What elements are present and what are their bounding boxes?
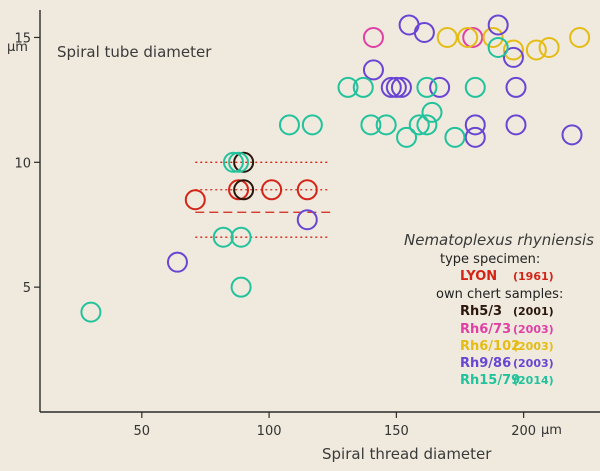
legend-title: Nematoplexus rhyniensis: [404, 231, 594, 249]
x-axis-label: Spiral thread diameter: [322, 445, 492, 463]
point-rh9-86-14: [505, 114, 527, 136]
legend-entry-lyon: LYON: [460, 269, 497, 284]
chart-title: Spiral tube diameter: [57, 43, 212, 61]
legend-own-heading: own chert samples:: [436, 287, 563, 302]
point-rh15-79-10: [360, 114, 382, 136]
point-rh15-79-17: [444, 126, 466, 148]
y-tick-label-5: 5: [23, 281, 31, 296]
point-rh15-79-1: [212, 226, 234, 248]
y-axis-ticks: 5 10 15: [14, 31, 40, 296]
x-tick-label-100: 100: [257, 424, 282, 439]
point-rh15-79-13: [408, 114, 430, 136]
point-rh9-86-1: [296, 209, 318, 231]
point-rh15-79-15: [416, 114, 438, 136]
legend-year-rh9-86: (2003): [513, 357, 554, 370]
point-rh15-79-16: [421, 101, 443, 123]
point-rh15-79-9: [352, 76, 374, 98]
point-rh9-86-9: [464, 114, 486, 136]
x-axis-unit: µm: [541, 423, 562, 438]
legend-year-lyon: (1961): [513, 270, 554, 283]
point-rh15-79-6: [278, 114, 300, 136]
y-tick-label-10: 10: [14, 156, 31, 171]
point-rh5-3-0: [233, 151, 255, 173]
x-tick-label-50: 50: [134, 424, 151, 439]
point-rh6-102-5: [538, 36, 560, 58]
point-rh6-73-0: [362, 26, 384, 48]
point-rh9-86-13: [505, 76, 527, 98]
point-rh15-79-11: [375, 114, 397, 136]
legend-entry-rh5-3: Rh5/3: [460, 304, 502, 319]
point-rh9-86-3: [380, 76, 402, 98]
point-lyon-3: [296, 179, 318, 201]
legend-entry-rh6-73: Rh6/73: [460, 322, 511, 337]
point-rh15-79-5: [230, 276, 252, 298]
point-rh6-102-6: [569, 26, 591, 48]
point-rh15-79-12: [396, 126, 418, 148]
y-tick-label-15: 15: [14, 31, 31, 46]
point-rh15-79-7: [301, 114, 323, 136]
point-rh6-102-2: [482, 26, 504, 48]
legend: Nematoplexus rhyniensis type specimen: o…: [404, 231, 594, 388]
axes-frame: [39, 10, 600, 413]
point-rh15-79-18: [464, 76, 486, 98]
point-rh9-86-0: [166, 251, 188, 273]
point-rh15-79-2: [222, 151, 244, 173]
legend-entry-rh9-86: Rh9/86: [460, 356, 511, 371]
point-rh15-79-0: [80, 301, 102, 323]
legend-year-rh5-3: (2001): [513, 305, 554, 318]
legend-type-heading: type specimen:: [440, 252, 540, 267]
lyon-range-lines: [195, 161, 331, 238]
legend-year-rh6-73: (2003): [513, 323, 554, 336]
point-rh5-3-1: [233, 179, 255, 201]
x-axis-ticks: 50 100 150 200: [134, 412, 536, 439]
point-rh9-86-2: [362, 59, 384, 81]
point-rh9-86-12: [502, 46, 524, 68]
x-tick-label-200: 200: [511, 424, 536, 439]
x-tick-label-150: 150: [384, 424, 409, 439]
point-rh6-102-1: [457, 26, 479, 48]
data-points: [80, 14, 591, 323]
legend-entries: LYON (1961)Rh5/3 (2001)Rh6/73 (2003)Rh6/102…: [460, 269, 554, 388]
point-rh15-79-14: [416, 76, 438, 98]
point-rh15-79-8: [337, 76, 359, 98]
point-rh9-86-8: [429, 76, 451, 98]
point-rh9-86-10: [464, 126, 486, 148]
point-rh9-86-7: [413, 21, 435, 43]
legend-entry-rh6-102: Rh6/102: [460, 339, 520, 354]
point-rh15-79-4: [230, 226, 252, 248]
point-rh9-86-15: [561, 124, 583, 146]
point-rh9-86-4: [385, 76, 407, 98]
legend-entry-rh15-79: Rh15/79: [460, 373, 520, 388]
point-rh6-102-0: [436, 26, 458, 48]
point-rh15-79-3: [228, 151, 250, 173]
point-lyon-1: [228, 179, 250, 201]
y-axis-unit: µm: [7, 40, 28, 55]
point-rh6-102-3: [502, 39, 524, 61]
point-rh9-86-5: [390, 76, 412, 98]
point-lyon-2: [261, 179, 283, 201]
point-rh15-79-19: [487, 36, 509, 58]
point-rh6-102-4: [525, 39, 547, 61]
point-rh9-86-11: [487, 14, 509, 36]
point-rh6-73-1: [462, 26, 484, 48]
legend-year-rh15-79: (2014): [513, 374, 554, 387]
legend-year-rh6-102: (2003): [513, 340, 554, 353]
point-lyon-0: [184, 189, 206, 211]
